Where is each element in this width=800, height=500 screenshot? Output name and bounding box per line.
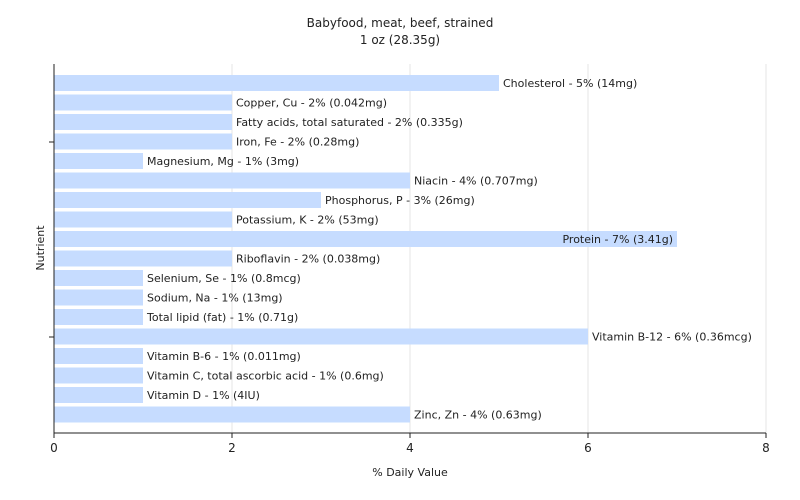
chart-subtitle: 1 oz (28.35g) <box>360 33 440 47</box>
bar-label: Riboflavin - 2% (0.038mg) <box>236 253 380 266</box>
bars: Cholesterol - 5% (14mg) Copper, Cu - 2% (… <box>54 75 752 423</box>
bar <box>54 387 143 403</box>
bar <box>54 406 410 423</box>
bar-label: Vitamin B-6 - 1% (0.011mg) <box>147 350 301 363</box>
bar-label: Vitamin C, total ascorbic acid - 1% (0.6… <box>147 370 384 383</box>
x-axis-title: % Daily Value <box>372 466 448 479</box>
x-tick-label: 6 <box>584 441 592 455</box>
bar-label: Phosphorus, P - 3% (26mg) <box>325 194 475 207</box>
gridlines <box>231 64 767 433</box>
bar <box>54 289 143 306</box>
bar-label: Zinc, Zn - 4% (0.63mg) <box>414 409 542 422</box>
bar <box>54 348 143 364</box>
bar <box>54 231 677 247</box>
bar <box>54 309 143 325</box>
bar-label: Magnesium, Mg - 1% (3mg) <box>147 155 299 168</box>
chart-title: Babyfood, meat, beef, strained <box>307 16 494 30</box>
bar-label: Vitamin D - 1% (4IU) <box>147 389 260 402</box>
bar-label: Copper, Cu - 2% (0.042mg) <box>236 97 387 110</box>
bar <box>54 328 588 345</box>
bar <box>54 75 499 91</box>
bar-label: Fatty acids, total saturated - 2% (0.335… <box>236 116 463 129</box>
bar-label: Niacin - 4% (0.707mg) <box>414 175 538 188</box>
bar <box>54 133 232 150</box>
bar <box>54 211 232 228</box>
bar <box>54 192 321 208</box>
bar <box>54 270 143 286</box>
x-tick-label: 4 <box>406 441 414 455</box>
bar-label: Total lipid (fat) - 1% (0.71g) <box>146 311 298 324</box>
bar <box>54 367 143 384</box>
bar <box>54 172 410 189</box>
x-tick-label: 2 <box>228 441 236 455</box>
bar <box>54 114 232 130</box>
bar <box>54 153 143 169</box>
axes: 0 2 4 6 8 <box>49 64 770 455</box>
bar-label: Vitamin B-12 - 6% (0.36mcg) <box>592 331 752 344</box>
x-tick-label: 0 <box>50 441 58 455</box>
bar-label: Potassium, K - 2% (53mg) <box>236 214 379 227</box>
bar-label: Iron, Fe - 2% (0.28mg) <box>236 136 359 149</box>
bar-label: Selenium, Se - 1% (0.8mcg) <box>147 272 301 285</box>
bar-label: Sodium, Na - 1% (13mg) <box>147 292 283 305</box>
x-tick-label: 8 <box>762 441 770 455</box>
bar-label: Cholesterol - 5% (14mg) <box>503 77 637 90</box>
bar <box>54 250 232 267</box>
bar-label: Protein - 7% (3.41g) <box>562 233 673 246</box>
bar <box>54 94 232 111</box>
y-axis-title: Nutrient <box>34 225 47 271</box>
